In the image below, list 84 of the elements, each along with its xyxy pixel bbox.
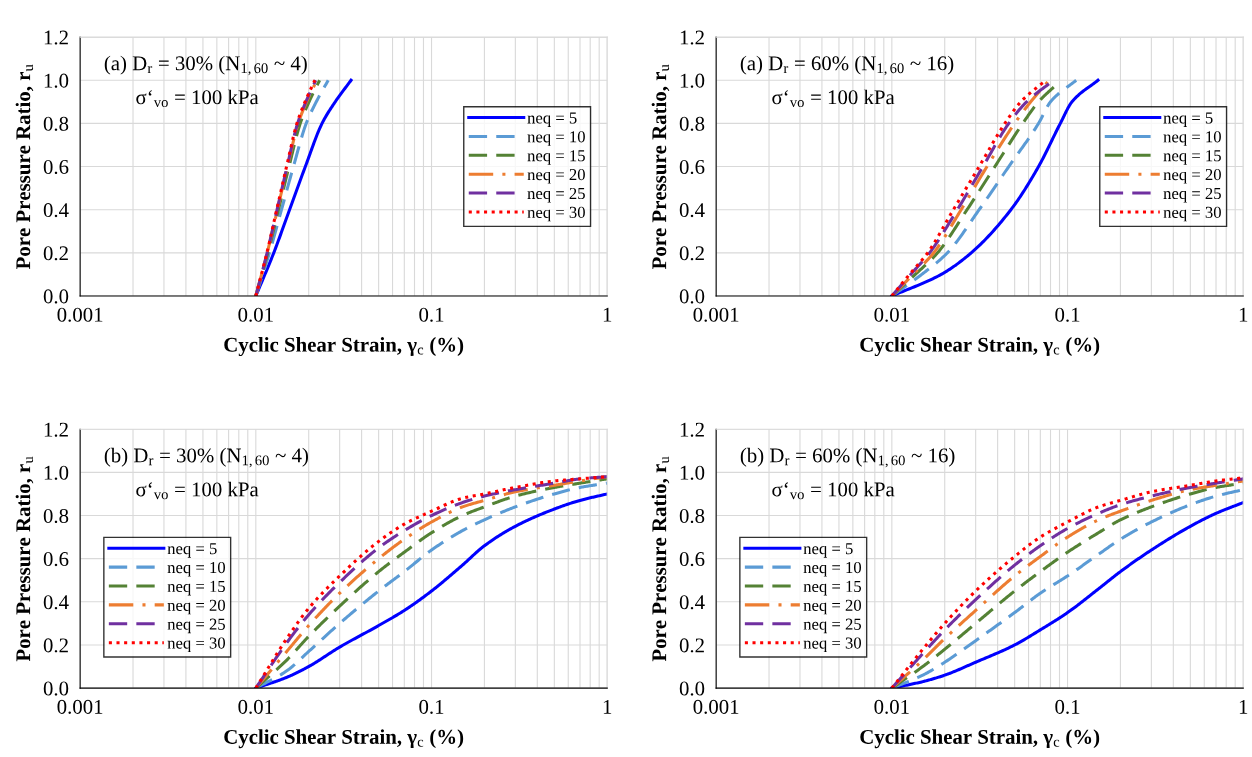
legend-label: neq = 5	[1163, 112, 1213, 127]
y-tick-label: 0.6	[679, 159, 705, 175]
y-tick-label: 1.2	[44, 422, 68, 437]
y-axis-title: Pore Pressure Ratio, r$_{u}$	[15, 456, 34, 662]
y-axis-title: Pore Pressure Ratio, r$_{u}$	[651, 64, 670, 270]
x-tick-label: 0.1	[1055, 699, 1080, 714]
legend-label: neq = 15	[803, 580, 862, 596]
legend-label: neq = 10	[527, 131, 585, 146]
y-tick-label: 0.0	[679, 681, 705, 696]
legend-label: neq = 20	[1163, 168, 1221, 184]
legend-label: neq = 25	[167, 618, 225, 634]
y-tick-label: 0.0	[43, 289, 69, 304]
y-tick-label: 0.2	[679, 638, 704, 653]
x-tick-label: 0.001	[693, 307, 739, 322]
y-tick-label: 0.8	[43, 116, 69, 131]
legend-label: neq = 25	[527, 187, 585, 203]
x-tick-label: 1	[603, 699, 612, 714]
legend-label: neq = 10	[1163, 131, 1221, 146]
y-tick-label: 1.0	[680, 73, 705, 88]
x-tick-label: 0.01	[874, 307, 909, 322]
x-tick-label: 1	[1239, 699, 1248, 714]
legend-label: neq = 15	[527, 150, 585, 165]
y-tick-label: 0.4	[43, 595, 69, 610]
x-axis-title: Cyclic Shear Strain, γ$_{c}$ (%)	[860, 729, 1100, 749]
y-tick-label: 0.2	[43, 638, 68, 653]
y-tick-label: 0.2	[43, 246, 68, 261]
x-axis-title: Cyclic Shear Strain, γ$_{c}$ (%)	[860, 337, 1100, 357]
x-axis-title: Cyclic Shear Strain, γ$_{c}$ (%)	[224, 729, 464, 749]
y-tick-label: 1.2	[680, 30, 704, 45]
y-tick-label: 1.2	[680, 422, 704, 437]
legend-label: neq = 5	[803, 543, 853, 558]
y-axis-title: Pore Pressure Ratio, r$_{u}$	[651, 456, 670, 662]
y-tick-label: 0.6	[679, 552, 705, 567]
x-tick-label: 0.1	[419, 307, 444, 322]
legend-label: neq = 10	[167, 561, 226, 577]
y-tick-label: 1.0	[44, 465, 69, 480]
legend-label: neq = 20	[527, 168, 585, 184]
legend-label: neq = 30	[1163, 206, 1221, 222]
legend-label: neq = 15	[167, 580, 225, 596]
legend-label: neq = 10	[803, 561, 862, 577]
x-tick-label: 0.01	[874, 699, 909, 714]
x-tick-label: 1	[1239, 307, 1248, 322]
y-tick-label: 0.0	[43, 681, 69, 696]
annotation: (a) D$_{r}$ = 30% (N$_{1,60}$ ~ 4)	[104, 55, 307, 76]
y-tick-label: 0.4	[43, 203, 69, 218]
legend-label: neq = 25	[1163, 187, 1221, 203]
x-tick-label: 0.1	[419, 699, 444, 714]
legend-label: neq = 30	[167, 637, 226, 653]
legend-label: neq = 15	[1163, 150, 1221, 165]
annotation: (b) D$_{r}$ = 60% (N$_{1,60}$ ~ 16)	[740, 447, 955, 468]
x-tick-label: 0.001	[57, 307, 103, 322]
annotation: σ‘$_{vo}$ = 100 kPa	[772, 89, 895, 108]
legend-label: neq = 5	[167, 543, 217, 558]
legend-label: neq = 25	[803, 618, 862, 634]
y-tick-label: 0.8	[679, 116, 705, 131]
annotation: σ‘$_{vo}$ = 100 kPa	[136, 89, 259, 108]
legend-label: neq = 20	[803, 599, 862, 615]
y-tick-label: 1.0	[680, 465, 705, 480]
x-tick-label: 0.1	[1055, 307, 1080, 322]
x-tick-label: 0.01	[238, 307, 273, 322]
annotation: (a) D$_{r}$ = 60% (N$_{1,60}$ ~ 16)	[740, 55, 954, 76]
y-axis-title: Pore Pressure Ratio, r$_{u}$	[15, 64, 34, 270]
y-tick-label: 0.6	[43, 552, 69, 567]
y-tick-label: 0.4	[679, 595, 705, 610]
y-tick-label: 0.8	[43, 508, 69, 524]
annotation: (b) D$_{r}$ = 30% (N$_{1,60}$ ~ 4)	[104, 447, 308, 468]
y-tick-label: 0.8	[679, 508, 705, 524]
y-tick-label: 0.6	[43, 159, 69, 175]
legend-label: neq = 30	[803, 637, 862, 653]
legend-label: neq = 5	[527, 112, 577, 127]
y-tick-label: 0.0	[679, 289, 705, 304]
x-tick-label: 1	[603, 307, 612, 322]
legend-label: neq = 30	[527, 206, 585, 222]
y-tick-label: 1.0	[44, 73, 69, 88]
annotation: σ‘$_{vo}$ = 100 kPa	[772, 481, 895, 500]
annotation: σ‘$_{vo}$ = 100 kPa	[136, 481, 259, 500]
x-tick-label: 0.001	[57, 699, 103, 714]
y-tick-label: 0.2	[679, 246, 704, 261]
y-tick-label: 0.4	[679, 203, 705, 218]
x-tick-label: 0.001	[693, 699, 739, 714]
y-tick-label: 1.2	[44, 30, 68, 45]
legend-label: neq = 20	[167, 599, 226, 615]
x-tick-label: 0.01	[238, 699, 273, 714]
x-axis-title: Cyclic Shear Strain, γ$_{c}$ (%)	[224, 337, 464, 357]
